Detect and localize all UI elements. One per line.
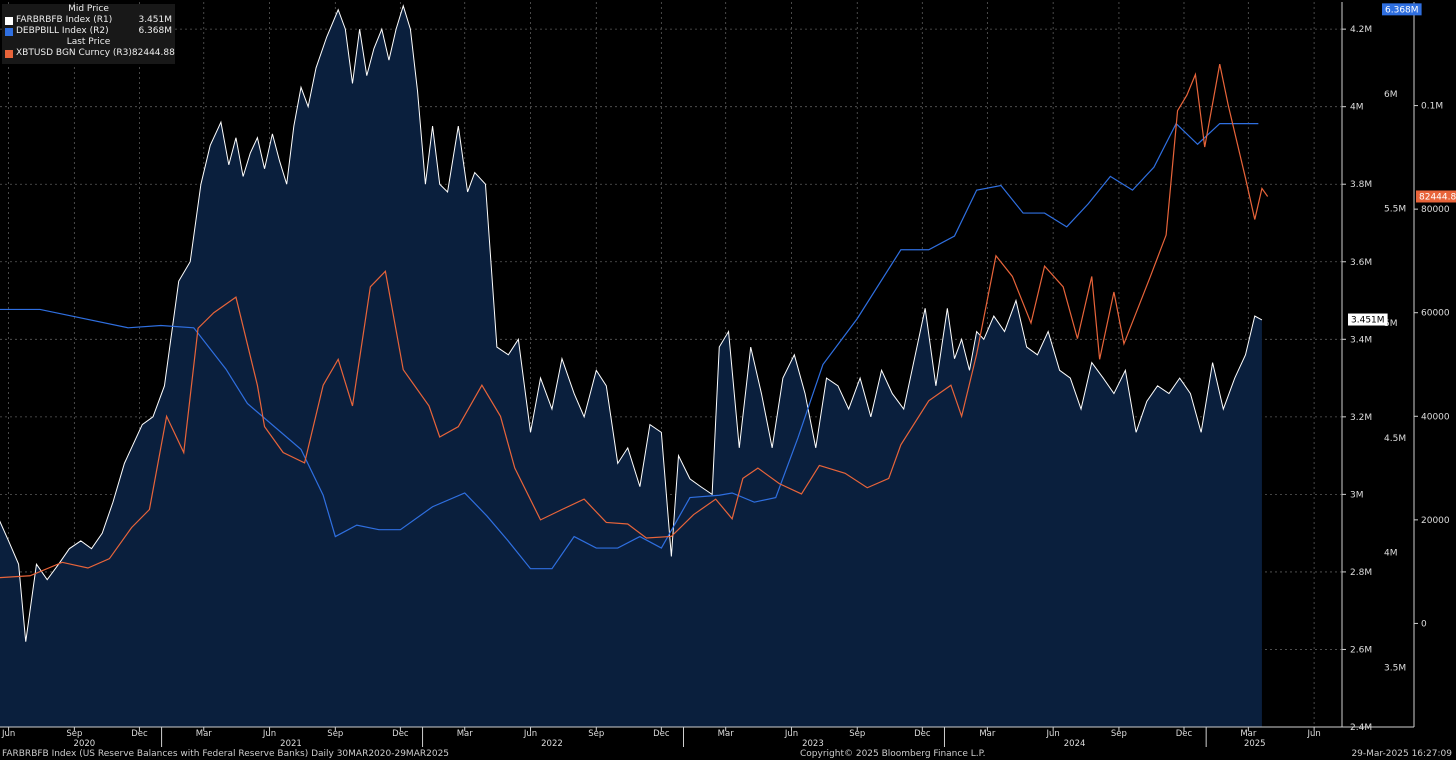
legend-swatch-blue	[5, 27, 13, 36]
last-value-tag-farbrbfb-bg	[1348, 313, 1388, 326]
axis-x-month-label: Sep	[327, 729, 343, 739]
axis-x-month-label: Mar	[718, 729, 735, 739]
axis-r3-label: 20000	[1421, 516, 1450, 526]
axis-r1-label: 3M	[1350, 490, 1364, 500]
legend-swatch-white	[5, 16, 13, 25]
axis-r1-label: 4M	[1350, 103, 1364, 113]
axis-r3-label: 60000	[1421, 309, 1450, 319]
axis-r1-label: 3.8M	[1350, 180, 1372, 190]
legend-header-last-price: Last Price	[66, 37, 111, 47]
axis-x-month-label: Jun	[1, 729, 15, 739]
axis-x-month-label: Jun	[784, 729, 798, 739]
legend-header-mid-price: Mid Price	[68, 4, 109, 14]
series-line-debpbill	[0, 122, 1259, 570]
axis-r2-label: 4M	[1384, 549, 1398, 559]
legend-item-xbtusd: XBTUSD BGN Curncy (R3) 82444.88	[2, 48, 175, 59]
axis-x-year-label: 2024	[1064, 739, 1086, 749]
axis-x-month-label: Jun	[1046, 729, 1060, 739]
last-value-tag-xbtusd: 82444.88	[1419, 192, 1456, 202]
axis-r1-label: 2.6M	[1350, 645, 1372, 655]
axis-r2-label: 3.5M	[1384, 663, 1406, 673]
last-value-tag-farbrbfb: 3.451M	[1351, 316, 1385, 326]
series-line-farbrbfb	[0, 4, 1263, 642]
axis-x-month-label: Mar	[979, 729, 996, 739]
axis-x-year-label: 2022	[541, 739, 563, 749]
legend-item-debpbill: DEBPBILL Index (R2) 6.368M	[2, 26, 175, 37]
axis-r2-label: 4.5M	[1384, 434, 1406, 444]
axis-r2-label: 5M	[1384, 319, 1398, 329]
axis-x-year-label: 2020	[74, 739, 96, 749]
axis-x-month-label: Sep	[66, 729, 82, 739]
axis-x-month-label: Dec	[914, 729, 931, 739]
axis-r2-label: 5.5M	[1384, 204, 1406, 214]
last-value-tag-xbtusd-bg	[1416, 190, 1456, 203]
legend-name-xbtusd: XBTUSD BGN Curncy (R3)	[16, 48, 132, 58]
axis-r1-label: 2.4M	[1350, 723, 1372, 733]
axis-x-year-label: 2021	[280, 739, 302, 749]
axis-x-month-label: Dec	[653, 729, 670, 739]
legend-value-debpbill: 6.368M	[138, 26, 172, 36]
axis-r2-label: 6M	[1384, 90, 1398, 100]
last-value-tag-debpbill: 6.368M	[1385, 5, 1419, 15]
axis-r1-label: 2.8M	[1350, 568, 1372, 578]
axis-x-month-label: Jun	[523, 729, 537, 739]
axis-x-month-label: Mar	[196, 729, 213, 739]
chart-legend: Mid Price FARBRBFB Index (R1) 3.451M DEB…	[2, 4, 175, 64]
footer-timestamp: 29-Mar-2025 16:27:09	[1351, 749, 1452, 759]
legend-name-farbrbfb: FARBRBFB Index (R1)	[16, 15, 113, 25]
axis-x-year-label: 2025	[1244, 739, 1266, 749]
footer-copyright: Copyright© 2025 Bloomberg Finance L.P.	[800, 749, 986, 759]
axis-x-month-label: Jun	[262, 729, 276, 739]
axis-r3-label: 40000	[1421, 412, 1450, 422]
legend-name-debpbill: DEBPBILL Index (R2)	[16, 26, 109, 36]
axis-x-month-label: Dec	[131, 729, 148, 739]
axis-r1-label: 3.4M	[1350, 335, 1372, 345]
last-value-tag-debpbill-bg	[1382, 3, 1422, 16]
axis-x-month-label: Sep	[849, 729, 865, 739]
axis-x-month-label: Mar	[1240, 729, 1257, 739]
series-area-farbrbfb	[0, 5, 1262, 727]
series-line-xbtusd	[0, 64, 1269, 579]
legend-item-farbrbfb: FARBRBFB Index (R1) 3.451M	[2, 15, 175, 26]
axis-x-month-label: Dec	[392, 729, 409, 739]
axis-x-month-label: Sep	[588, 729, 604, 739]
axis-r1-label: 3.6M	[1350, 258, 1372, 268]
axis-x-month-label: Mar	[457, 729, 474, 739]
axis-x-month-label: Dec	[1176, 729, 1193, 739]
axis-r1-label: 3.2M	[1350, 413, 1372, 423]
axis-r1-label: 4.2M	[1350, 25, 1372, 35]
axis-r3-label: 0	[1421, 619, 1427, 629]
axis-x-year-label: 2023	[802, 739, 824, 749]
legend-value-xbtusd: 82444.88	[131, 48, 175, 58]
axis-x-month-label: Jun	[1306, 729, 1320, 739]
legend-swatch-orange	[5, 49, 13, 58]
axis-r3-label: 80000	[1421, 205, 1450, 215]
footer-description: FARBRBFB Index (US Reserve Balances with…	[2, 749, 450, 759]
legend-value-farbrbfb: 3.451M	[138, 15, 172, 25]
axis-r3-label: 0.1M	[1421, 102, 1443, 112]
axis-x-month-label: Sep	[1111, 729, 1127, 739]
